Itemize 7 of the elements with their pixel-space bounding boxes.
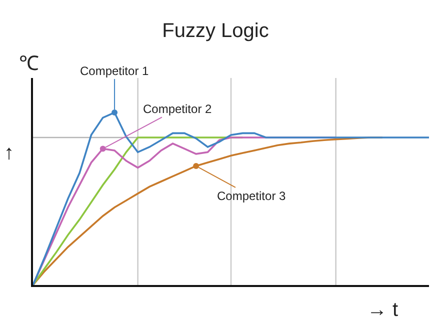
legend-label: Competitor 3: [217, 189, 286, 203]
chart-title: Fuzzy Logic: [162, 20, 269, 42]
y-axis-title: ℃: [19, 53, 39, 75]
text: Competitor 2: [143, 102, 212, 116]
text: ↑: [4, 142, 14, 164]
x-axis-title: → t: [367, 299, 399, 321]
text: Competitor 1: [80, 64, 150, 78]
